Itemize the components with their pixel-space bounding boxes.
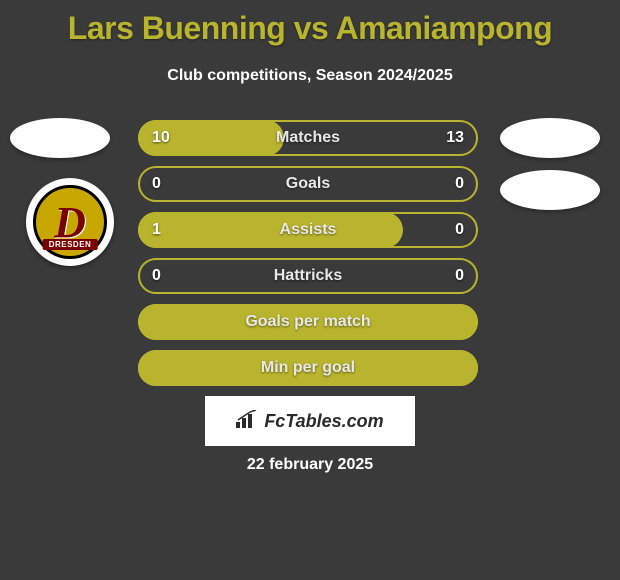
- stat-label: Goals per match: [138, 304, 478, 340]
- stat-value-right: 0: [455, 258, 464, 294]
- stat-value-left: 1: [152, 212, 161, 248]
- club-badge-inner: D DRESDEN: [33, 185, 107, 259]
- stat-label: Matches: [138, 120, 478, 156]
- stat-row: Assists1 0: [138, 212, 478, 248]
- stat-value-left: 0: [152, 258, 161, 294]
- stat-label: Hattricks: [138, 258, 478, 294]
- stat-label: Min per goal: [138, 350, 478, 386]
- stat-row: Goals per match: [138, 304, 478, 340]
- stat-row: Hattricks0 0: [138, 258, 478, 294]
- stat-value-left: 10: [152, 120, 170, 156]
- date-text: 22 february 2025: [0, 456, 620, 474]
- player-right-avatar: [500, 118, 600, 158]
- stat-row: Matches10 13: [138, 120, 478, 156]
- stat-value-right: 0: [455, 212, 464, 248]
- stat-row: Goals0 0: [138, 166, 478, 202]
- club-badge-ribbon: DRESDEN: [43, 239, 98, 250]
- stat-value-right: 0: [455, 166, 464, 202]
- brand-logo-box: FcTables.com: [205, 396, 415, 446]
- club-badge-left: D DRESDEN: [26, 178, 114, 266]
- stats-container: Matches1013Goals00Assists10Hattricks00Go…: [138, 120, 478, 396]
- stat-label: Goals: [138, 166, 478, 202]
- stat-value-left: 0: [152, 166, 161, 202]
- subtitle: Club competitions, Season 2024/2025: [0, 67, 620, 85]
- chart-icon: [236, 410, 258, 433]
- stat-value-right: 13: [446, 120, 464, 156]
- stat-label: Assists: [138, 212, 478, 248]
- page-title: Lars Buenning vs Amaniampong: [0, 0, 620, 47]
- brand-text: FcTables.com: [264, 411, 383, 432]
- stat-row: Min per goal: [138, 350, 478, 386]
- player-left-avatar: [10, 118, 110, 158]
- player-right-avatar-2: [500, 170, 600, 210]
